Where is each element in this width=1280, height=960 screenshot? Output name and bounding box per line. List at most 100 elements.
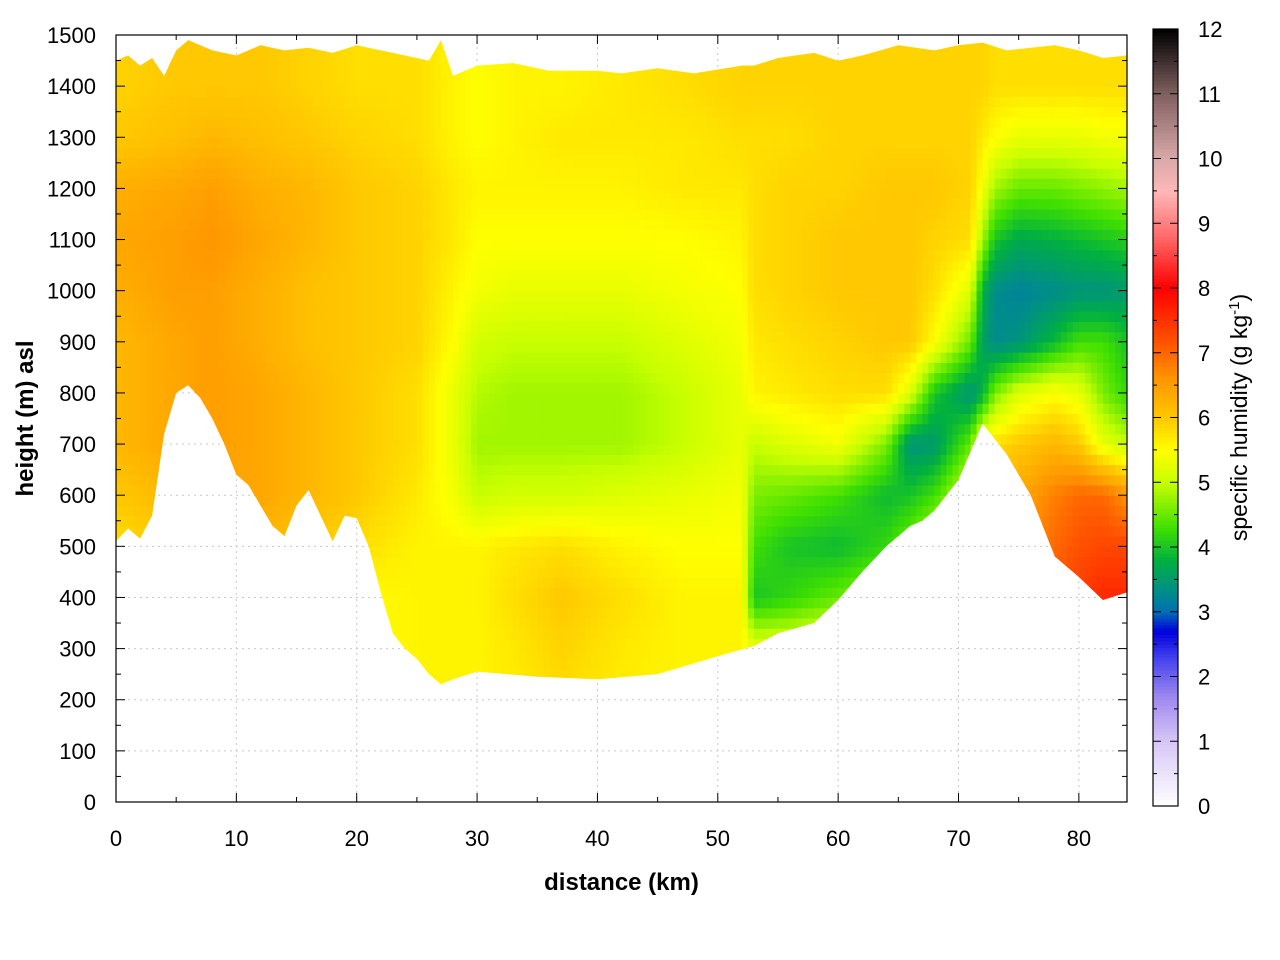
humidity-cell [248, 433, 256, 445]
humidity-cell [579, 352, 586, 363]
humidity-cell [477, 127, 484, 138]
humidity-cell [128, 474, 135, 486]
humidity-cell [350, 188, 358, 200]
humidity-cell [573, 86, 580, 97]
humidity-cell [134, 188, 141, 200]
humidity-cell [440, 239, 448, 251]
humidity-cell [591, 690, 598, 701]
humidity-cell [489, 65, 496, 77]
humidity-cell [615, 96, 623, 108]
humidity-cell [471, 86, 478, 97]
humidity-cell [477, 484, 484, 496]
humidity-cell [344, 127, 352, 138]
humidity-cell [224, 352, 231, 363]
humidity-cell [459, 403, 466, 414]
humidity-cell [434, 116, 442, 128]
humidity-cell [621, 638, 629, 650]
humidity-cell [543, 259, 550, 271]
humidity-cell [513, 658, 520, 670]
humidity-cell [579, 679, 586, 685]
humidity-cell [254, 474, 262, 486]
humidity-cell [513, 382, 520, 394]
humidity-cell [567, 679, 574, 685]
humidity-cell [374, 413, 382, 425]
humidity-cell [609, 495, 617, 507]
humidity-cell [224, 45, 231, 57]
humidity-cell [453, 147, 460, 159]
humidity-cell [621, 566, 629, 578]
humidity-cell [525, 352, 532, 363]
humidity-cell [224, 362, 231, 374]
humidity-cell [260, 75, 268, 87]
humidity-cell [597, 423, 605, 435]
humidity-cell [549, 505, 556, 517]
humidity-cell [561, 178, 568, 189]
humidity-cell [531, 167, 538, 179]
humidity-cell [212, 45, 219, 57]
humidity-cell [633, 239, 641, 251]
humidity-cell [140, 147, 147, 159]
humidity-cell [519, 638, 526, 650]
humidity-cell [549, 40, 556, 46]
humidity-cell [579, 690, 586, 701]
humidity-cell [344, 55, 352, 67]
humidity-cell [158, 270, 165, 282]
humidity-cell [531, 178, 538, 189]
humidity-cell [446, 270, 454, 282]
humidity-cell [561, 556, 568, 568]
humidity-cell [483, 167, 490, 179]
humidity-cell [344, 423, 352, 435]
humidity-cell [434, 648, 442, 660]
humidity-cell [531, 515, 538, 527]
humidity-cell [537, 341, 544, 353]
humidity-cell [579, 382, 586, 394]
humidity-cell [489, 188, 496, 200]
humidity-cell [543, 403, 550, 414]
humidity-cell [302, 219, 310, 230]
humidity-cell [326, 362, 334, 374]
humidity-cell [152, 188, 159, 200]
humidity-cell [386, 96, 394, 108]
humidity-cell [537, 484, 544, 496]
humidity-cell [621, 382, 629, 394]
humidity-cell [140, 157, 147, 169]
humidity-cell [236, 208, 243, 220]
humidity-cell [525, 127, 532, 138]
humidity-cell [597, 311, 605, 322]
humidity-cell [453, 198, 460, 210]
humidity-cell [537, 116, 544, 128]
humidity-cell [200, 219, 207, 230]
humidity-cell [140, 352, 147, 363]
humidity-cell [639, 352, 647, 363]
humidity-cell [453, 137, 460, 149]
humidity-cell [254, 464, 262, 476]
humidity-cell [555, 290, 562, 302]
humidity-cell [236, 270, 243, 282]
humidity-cell [579, 321, 586, 333]
humidity-cell [362, 229, 370, 241]
humidity-cell [140, 167, 147, 179]
humidity-cell [182, 96, 189, 108]
humidity-cell [561, 311, 568, 322]
humidity-cell [603, 321, 611, 333]
humidity-cell [471, 372, 478, 384]
humidity-cell [519, 658, 526, 670]
humidity-cell [338, 290, 346, 302]
humidity-cell [386, 137, 394, 149]
humidity-cell [404, 628, 412, 639]
humidity-cell [621, 546, 629, 558]
humidity-cell [591, 147, 599, 159]
humidity-cell [422, 147, 430, 159]
humidity-cell [633, 65, 641, 77]
humidity-cell [398, 198, 406, 210]
humidity-cell [170, 259, 177, 271]
humidity-cell [591, 300, 599, 312]
humidity-cell [158, 372, 165, 384]
humidity-cell [579, 280, 586, 292]
humidity-cell [585, 617, 593, 629]
humidity-cell [212, 75, 219, 87]
humidity-cell [428, 444, 436, 455]
humidity-cell [152, 474, 159, 486]
humidity-cell [398, 147, 406, 159]
humidity-cell [326, 536, 334, 547]
